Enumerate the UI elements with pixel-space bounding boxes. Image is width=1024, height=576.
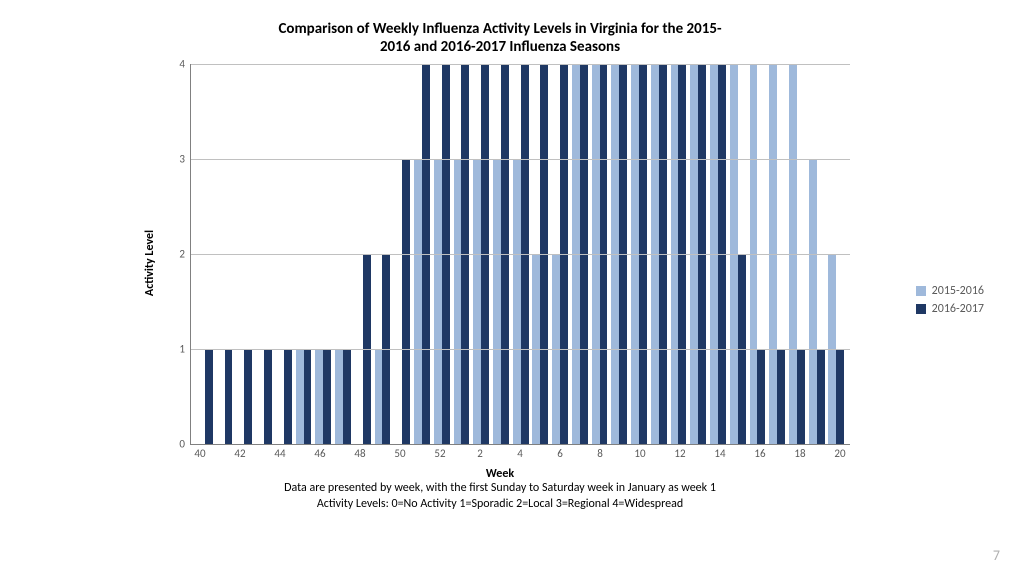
x-tick: 4 [517, 447, 523, 460]
legend: 2015-2016 2016-2017 [916, 280, 984, 320]
legend-label: 2015-2016 [932, 284, 984, 298]
y-tick: 3 [179, 153, 191, 166]
caption-line1: Data are presented by week, with the fir… [284, 481, 716, 495]
bar-2016-2017 [304, 349, 312, 444]
chart-caption: Data are presented by week, with the fir… [140, 481, 860, 512]
gridline [191, 349, 850, 350]
y-tick: 1 [179, 343, 191, 356]
bar-2015-2016 [493, 159, 501, 444]
bar-2015-2016 [473, 159, 481, 444]
legend-item-2015-2016: 2015-2016 [916, 284, 984, 298]
x-ticks: 404244464850522468101214161820 [190, 445, 850, 461]
x-tick: 52 [434, 447, 445, 460]
gridline [191, 64, 850, 65]
gridline [191, 254, 850, 255]
bar-2016-2017 [402, 159, 410, 444]
legend-label: 2016-2017 [932, 302, 984, 316]
x-tick: 42 [234, 447, 245, 460]
bar-2016-2017 [323, 349, 331, 444]
x-tick: 44 [274, 447, 285, 460]
bar-2016-2017 [225, 349, 233, 444]
bar-2015-2016 [335, 349, 343, 444]
gridline [191, 159, 850, 160]
bar-2016-2017 [244, 349, 252, 444]
x-tick: 14 [714, 447, 725, 460]
bar-2015-2016 [454, 159, 462, 444]
bar-2015-2016 [315, 349, 323, 444]
x-axis-label: Week [140, 467, 860, 481]
bar-2016-2017 [757, 349, 765, 444]
x-tick: 2 [477, 447, 483, 460]
x-tick: 6 [557, 447, 563, 460]
chart-title-line1: Comparison of Weekly Influenza Activity … [278, 20, 721, 38]
x-tick: 48 [354, 447, 365, 460]
x-tick: 46 [314, 447, 325, 460]
bar-2015-2016 [414, 159, 422, 444]
x-tick: 10 [634, 447, 645, 460]
y-axis-label: Activity Level [143, 229, 157, 295]
bar-2015-2016 [296, 349, 304, 444]
bar-2016-2017 [817, 349, 825, 444]
influenza-chart: Comparison of Weekly Influenza Activity … [140, 20, 860, 540]
bar-2015-2016 [434, 159, 442, 444]
x-tick: 20 [834, 447, 845, 460]
x-tick: 50 [394, 447, 405, 460]
caption-line2: Activity Levels: 0=No Activity 1=Sporadi… [317, 497, 683, 511]
plot-area: 01234 [190, 64, 850, 445]
x-tick: 8 [597, 447, 603, 460]
page-number: 7 [993, 547, 1000, 564]
bar-2016-2017 [343, 349, 351, 444]
bar-2016-2017 [836, 349, 844, 444]
legend-item-2016-2017: 2016-2017 [916, 302, 984, 316]
x-tick: 18 [794, 447, 805, 460]
bar-2016-2017 [264, 349, 272, 444]
bar-2015-2016 [809, 159, 817, 444]
bar-2016-2017 [777, 349, 785, 444]
bar-2015-2016 [375, 349, 383, 444]
bar-2016-2017 [205, 349, 213, 444]
x-tick: 16 [754, 447, 765, 460]
legend-swatch-icon [916, 286, 926, 296]
legend-swatch-icon [916, 304, 926, 314]
bar-2016-2017 [797, 349, 805, 444]
chart-title: Comparison of Weekly Influenza Activity … [140, 20, 860, 56]
bar-2016-2017 [284, 349, 292, 444]
x-tick: 12 [674, 447, 685, 460]
x-tick: 40 [194, 447, 205, 460]
bar-2015-2016 [513, 159, 521, 444]
y-tick: 2 [179, 248, 191, 261]
chart-title-line2: 2016 and 2016-2017 Influenza Seasons [380, 38, 620, 56]
y-tick: 4 [179, 58, 191, 71]
